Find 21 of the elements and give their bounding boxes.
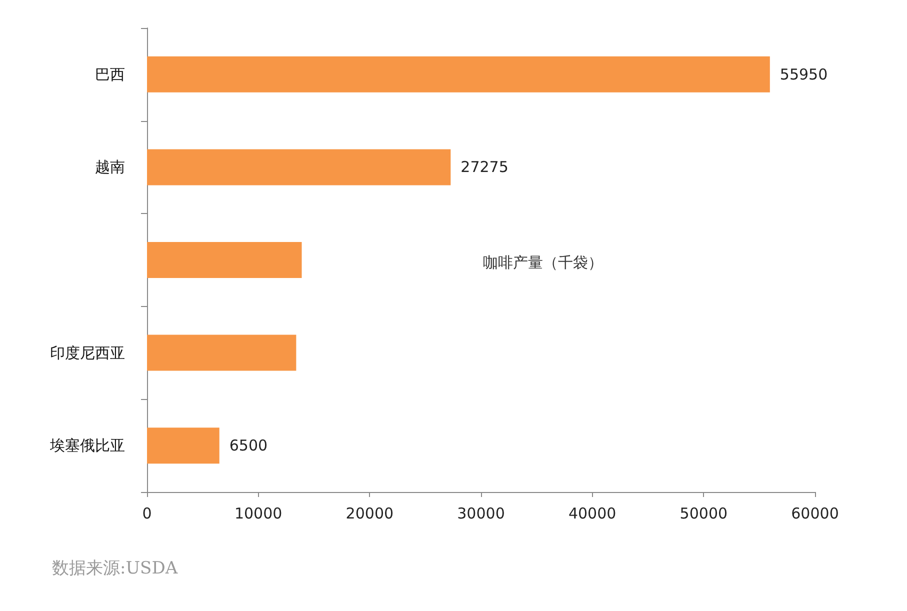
bar [147, 334, 296, 371]
x-tick-label: 40000 [568, 504, 616, 522]
data-label: 27275 [460, 158, 508, 176]
text: 咖啡产量（千袋） [483, 254, 603, 272]
data-label: 55950 [780, 65, 828, 84]
data-label: 6500 [229, 436, 268, 455]
y-tick-label: 越南 [95, 158, 125, 176]
x-tick-label: 30000 [457, 504, 505, 522]
bar [147, 242, 302, 278]
x-tick-label: 10000 [234, 504, 282, 522]
y-tick-label: 巴西 [95, 65, 125, 84]
y-tick-label: 埃塞俄比亚 [49, 436, 125, 455]
x-tick-label: 0 [142, 504, 152, 522]
bar [147, 428, 220, 464]
source-note: 数据来源:USDA [52, 558, 178, 578]
x-tick-label: 50000 [680, 504, 728, 522]
bar [147, 56, 770, 92]
x-tick-label: 20000 [346, 504, 394, 522]
y-tick-label: 印度尼西亚 [50, 344, 125, 362]
x-tick-label: 60000 [791, 504, 839, 522]
bar [147, 149, 451, 186]
